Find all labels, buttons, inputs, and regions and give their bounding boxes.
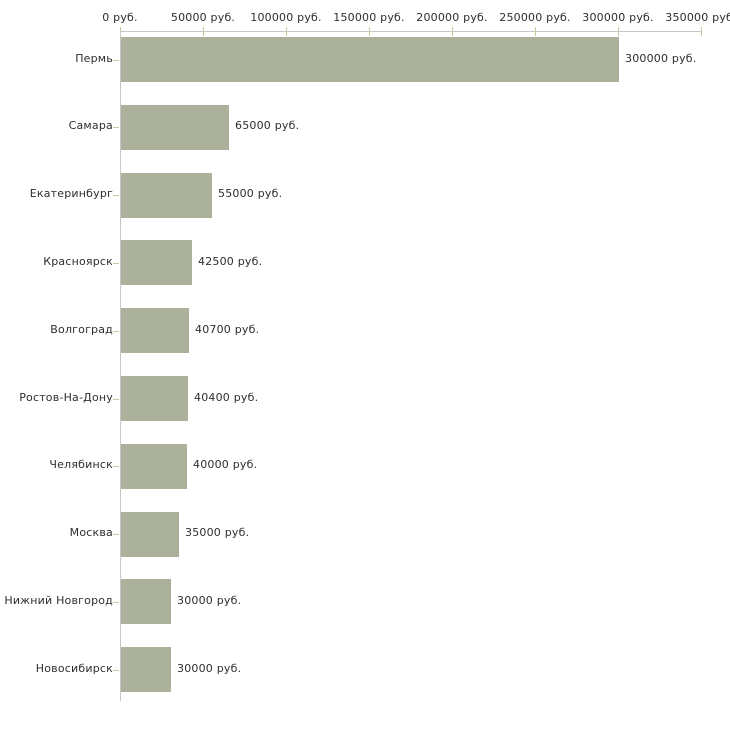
category-tick: [113, 60, 119, 61]
value-label: 40700 руб.: [195, 323, 260, 336]
bar: [121, 308, 189, 353]
value-label: 30000 руб.: [177, 594, 242, 607]
x-axis-tick: [369, 27, 370, 36]
category-tick: [113, 670, 119, 671]
category-tick: [113, 602, 119, 603]
category-label: Красноярск: [43, 255, 113, 268]
x-axis-tick-label: 200000 руб.: [416, 11, 488, 24]
category-label: Ростов-На-Дону: [19, 391, 113, 404]
value-label: 65000 руб.: [235, 119, 300, 132]
category-label: Самара: [68, 119, 113, 132]
category-tick: [113, 466, 119, 467]
category-tick: [113, 127, 119, 128]
category-tick: [113, 195, 119, 196]
category-label: Новосибирск: [35, 662, 113, 675]
category-tick: [113, 399, 119, 400]
x-axis-tick-label: 0 руб.: [102, 11, 138, 24]
x-axis-tick-label: 50000 руб.: [170, 11, 236, 24]
bar: [121, 37, 619, 82]
y-axis-line: [120, 31, 121, 701]
bar: [121, 444, 187, 489]
value-label: 40400 руб.: [194, 391, 259, 404]
category-label: Челябинск: [49, 458, 113, 471]
category-tick: [113, 534, 119, 535]
bar: [121, 240, 192, 285]
value-label: 300000 руб.: [625, 52, 697, 65]
value-label: 55000 руб.: [218, 187, 283, 200]
x-axis-tick: [618, 27, 619, 36]
bar: [121, 579, 171, 624]
x-axis-tick-label: 100000 руб.: [250, 11, 322, 24]
x-axis-tick: [535, 27, 536, 36]
value-label: 30000 руб.: [177, 662, 242, 675]
category-label: Екатеринбург: [29, 187, 113, 200]
category-tick: [113, 263, 119, 264]
value-label: 35000 руб.: [185, 526, 250, 539]
category-label: Волгоград: [50, 323, 113, 336]
x-axis-tick-label: 300000 руб.: [582, 11, 654, 24]
x-axis-tick: [452, 27, 453, 36]
bar: [121, 512, 179, 557]
x-axis-tick-label: 250000 руб.: [499, 11, 571, 24]
value-label: 40000 руб.: [193, 458, 258, 471]
x-axis-tick: [203, 27, 204, 36]
x-axis-tick: [286, 27, 287, 36]
category-label: Пермь: [75, 52, 113, 65]
value-label: 42500 руб.: [198, 255, 263, 268]
bar: [121, 376, 188, 421]
x-axis-tick-label: 350000 руб.: [665, 11, 730, 24]
category-tick: [113, 331, 119, 332]
x-axis-tick-label: 150000 руб.: [333, 11, 405, 24]
x-axis-tick: [701, 27, 702, 36]
bar: [121, 173, 212, 218]
bar: [121, 647, 171, 692]
category-label: Москва: [69, 526, 113, 539]
x-axis-line: [120, 31, 702, 32]
category-label: Нижний Новгород: [4, 594, 113, 607]
bar: [121, 105, 229, 150]
